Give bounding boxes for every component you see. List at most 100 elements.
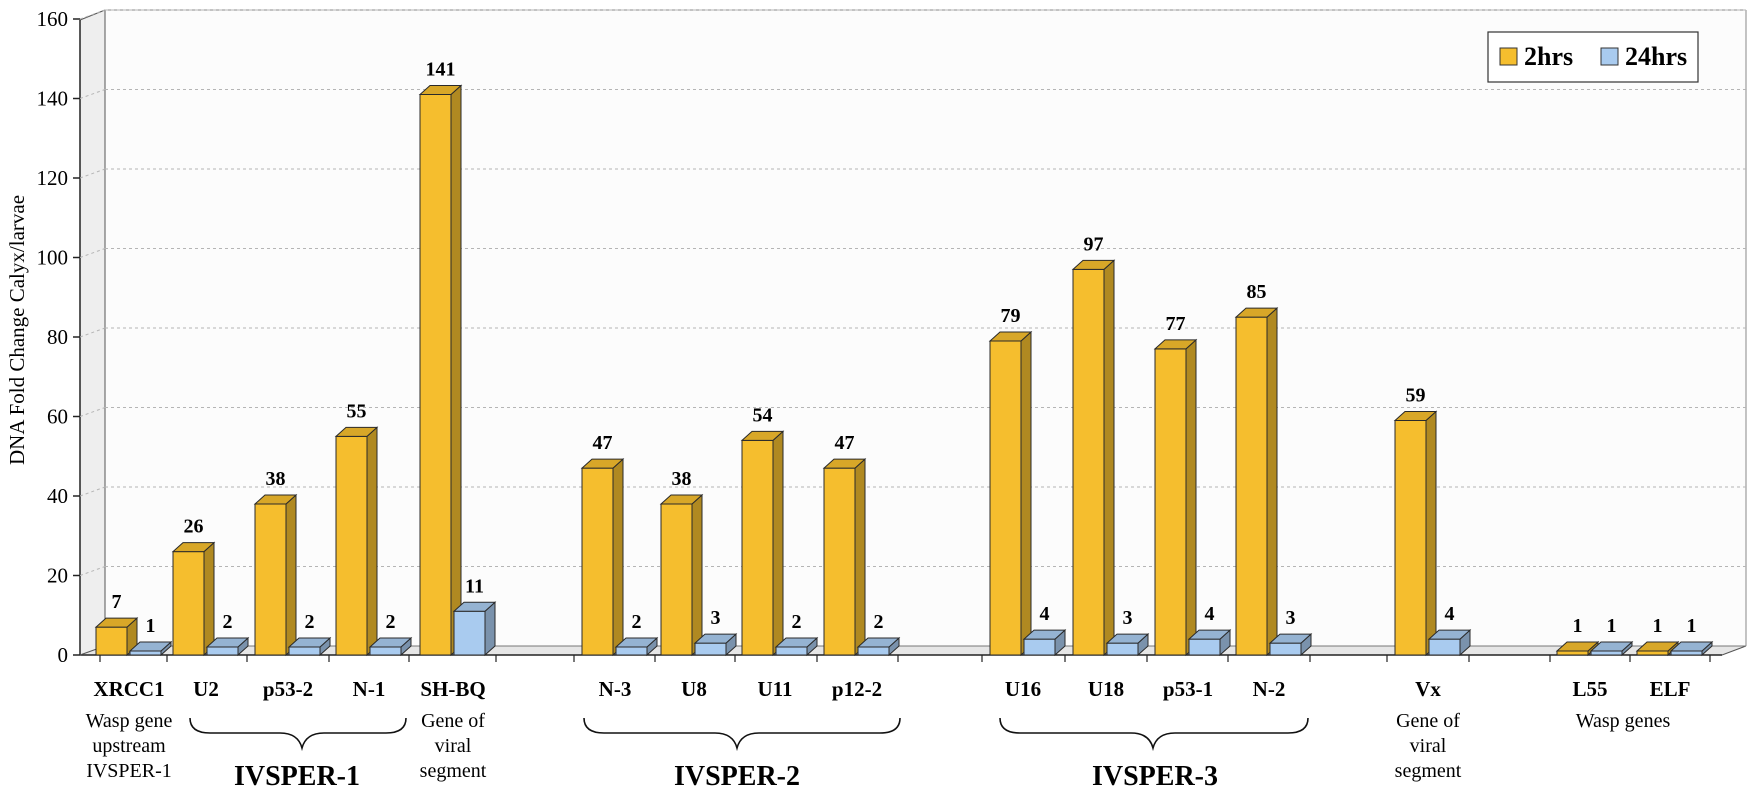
data-label-2hrs-p12-2: 47 — [835, 432, 855, 454]
bar-2hrs-u16-front — [989, 340, 1022, 656]
bar-2hrs-p53-2-front — [254, 503, 287, 656]
bar-2hrs-p53-1-side — [1185, 338, 1197, 657]
category-label-p53-2: p53-2 — [263, 677, 313, 701]
gridline-side — [79, 168, 106, 179]
legend-label-24hrs: 24hrs — [1625, 42, 1687, 71]
category-label-n-3: N-3 — [599, 677, 632, 701]
bar-24hrs-p53-2-front — [288, 646, 321, 656]
bar-24hrs-p53-1-front — [1188, 638, 1221, 656]
gridlines — [79, 9, 1746, 576]
bar-24hrs-vx-front — [1428, 638, 1461, 656]
bar-2hrs-p12-2 — [822, 458, 867, 657]
bar-2hrs-n-3-side — [612, 458, 624, 657]
bar-24hrs-xrcc1 — [128, 640, 173, 657]
bar-2hrs-p53-2-top — [253, 494, 298, 505]
bar-2hrs-vx-front — [1394, 419, 1427, 656]
data-label-2hrs-u11: 54 — [753, 404, 773, 426]
y-tick-label: 20 — [47, 564, 68, 588]
bar-24hrs-xrcc1-front — [129, 650, 162, 656]
category-label-xrcc1: XRCC1 — [93, 677, 164, 701]
bar-24hrs-vx — [1427, 628, 1472, 657]
vx-desc-line3: segment — [1395, 760, 1462, 782]
bar-2hrs-xrcc1-top — [94, 617, 139, 628]
group-braces — [189, 717, 1309, 752]
xrcc1-desc-line2: upstream — [92, 735, 166, 757]
bar-2hrs-sh-bq-front — [419, 94, 452, 656]
category-label-n-1: N-1 — [353, 677, 386, 701]
y-axis-ticks: 0 20 40 60 80 100 120 140 160 — [37, 7, 80, 667]
bar-2hrs-n-2-side — [1266, 307, 1278, 657]
bar-2hrs-n-1 — [334, 426, 379, 657]
bar-2hrs-vx-side — [1425, 410, 1437, 657]
bar-2hrs-p12-2-top — [822, 458, 867, 469]
legend-item-2hrs: 2hrs — [1499, 42, 1573, 71]
data-label-24hrs-n-1: 2 — [386, 611, 396, 633]
bar-2hrs-u2 — [171, 541, 216, 657]
data-label-24hrs-u11: 2 — [792, 611, 802, 633]
bar-2hrs-elf-top — [1635, 641, 1680, 652]
bar-2hrs-sh-bq — [418, 84, 463, 657]
bar-2hrs-elf — [1635, 640, 1680, 657]
gridline-side — [79, 248, 106, 258]
group-label-ivsper-2: IVSPER-2 — [674, 761, 800, 792]
legend: 2hrs 24hrs — [1487, 31, 1699, 83]
bar-24hrs-xrcc1-top — [128, 641, 173, 652]
bar-2hrs-u11 — [740, 430, 785, 657]
bar-2hrs-sh-bq-top — [418, 85, 463, 96]
category-label-sh-bq: SH-BQ — [420, 677, 485, 701]
bar-24hrs-u18 — [1105, 632, 1150, 657]
bar-24hrs-n-2-top — [1268, 633, 1313, 644]
bar-24hrs-p12-2-front — [857, 646, 890, 656]
shbq-desc-line3: segment — [420, 760, 487, 782]
bar-24hrs-l55-front — [1590, 650, 1623, 656]
category-label-p53-1: p53-1 — [1163, 677, 1213, 701]
bar-2hrs-xrcc1-front — [95, 626, 128, 656]
bar-2hrs-n-1-front — [335, 435, 368, 656]
bar-24hrs-sh-bq-top — [452, 601, 497, 612]
bar-2hrs-u8-top — [659, 494, 704, 505]
gridline-side — [79, 9, 106, 20]
bar-24hrs-u18-top — [1105, 633, 1150, 644]
bar-2hrs-u18-front — [1072, 268, 1105, 656]
bar-24hrs-sh-bq — [452, 601, 497, 657]
bar-2hrs-p53-2 — [253, 493, 298, 657]
gridline-side — [79, 327, 106, 338]
data-label-24hrs-n-2: 3 — [1286, 607, 1296, 629]
bar-2hrs-u16 — [988, 330, 1033, 657]
category-label-vx: Vx — [1415, 677, 1441, 701]
bar-2hrs-p53-1-top — [1153, 339, 1198, 350]
bar-24hrs-u8-front — [694, 642, 727, 656]
bar-24hrs-u11 — [774, 636, 819, 657]
gridline-side — [79, 89, 106, 99]
bar-24hrs-n-1-front — [369, 646, 402, 656]
bar-2hrs-u16-side — [1020, 330, 1032, 657]
y-tick-label: 160 — [37, 7, 69, 31]
y-tick-label: 100 — [37, 246, 69, 270]
bar-2hrs-p53-2-side — [285, 493, 297, 657]
category-labels: XRCC1 U2 p53-2 N-1 SH-BQ N-3 U8 U11 p12-2 U16 U18 p… — [93, 677, 1690, 701]
data-label-24hrs-u16: 4 — [1040, 603, 1050, 625]
data-label-2hrs-sh-bq: 141 — [426, 59, 456, 81]
y-tick-label: 80 — [47, 325, 68, 349]
bar-2hrs-u2-front — [172, 551, 205, 656]
bar-24hrs-p12-2-top — [856, 637, 901, 648]
data-label-2hrs-p53-2: 38 — [266, 468, 286, 490]
bar-2hrs-u18 — [1071, 259, 1116, 657]
data-label-2hrs-u2: 26 — [184, 516, 204, 538]
data-label-24hrs-u2: 2 — [223, 611, 233, 633]
category-label-u11: U11 — [757, 677, 792, 701]
category-label-u18: U18 — [1088, 677, 1124, 701]
bar-2hrs-u2-side — [203, 541, 215, 657]
data-label-2hrs-elf: 1 — [1653, 615, 1663, 637]
xrcc1-desc-line3: IVSPER-1 — [86, 760, 172, 782]
bar-24hrs-u16-top — [1022, 629, 1067, 640]
y-tick-label: 60 — [47, 405, 68, 429]
group-label-ivsper-3: IVSPER-3 — [1092, 761, 1218, 792]
data-label-24hrs-l55: 1 — [1607, 615, 1617, 637]
brace-ivsper-1 — [189, 717, 407, 752]
bar-24hrs-sh-bq-front — [453, 610, 486, 656]
bar-2hrs-n-2-front — [1235, 316, 1268, 656]
bar-24hrs-l55-top — [1589, 641, 1634, 652]
bar-2hrs-n-1-side — [366, 426, 378, 657]
bar-2hrs-p12-2-front — [823, 467, 856, 656]
